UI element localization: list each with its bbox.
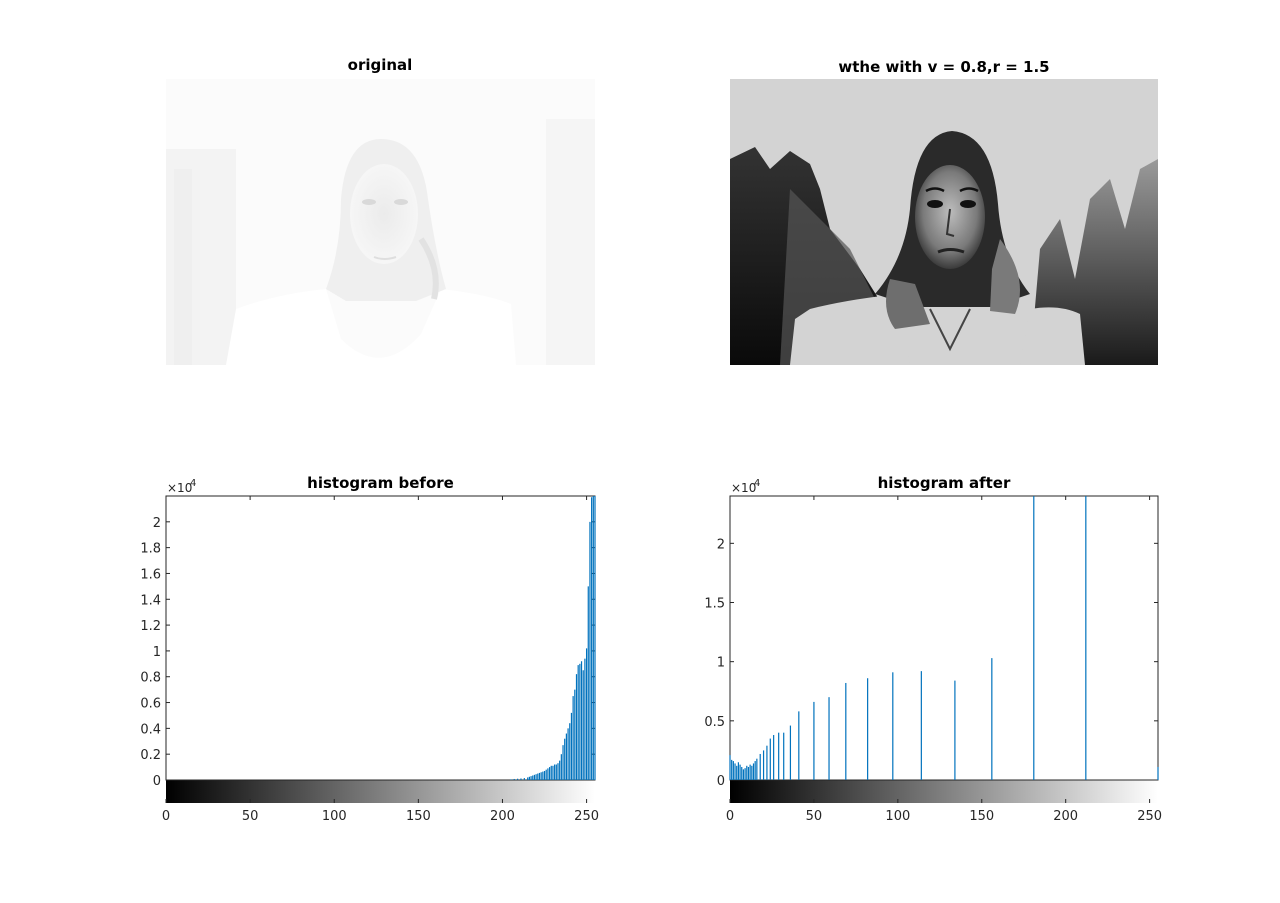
y-tick-label: 0.6	[140, 697, 161, 712]
y-tick-label: 1.8	[140, 542, 161, 557]
y-tick-label: 0.2	[140, 748, 161, 763]
original-image	[166, 79, 595, 365]
y-tick-label: 0.5	[704, 715, 725, 730]
y-tick-label: 1.5	[704, 597, 725, 612]
y-exponent-label: ×10	[731, 481, 756, 495]
x-tick-label: 250	[574, 809, 599, 824]
y-tick-label: 0	[153, 774, 161, 789]
histogram-after-chart: histogram after 0 0.5 1 1.5 2 ×104 0 50 100 150 200…	[704, 474, 1162, 824]
x-tick-label: 100	[322, 809, 347, 824]
y-exponent-label: ×10	[167, 481, 192, 495]
chart-title: histogram before	[307, 474, 454, 492]
y-tick-label: 1.6	[140, 567, 161, 582]
histogram-before-chart: histogram before 0 0.2 0.4 0.6 0.8 1 1.2 1.4 1.6 1…	[140, 474, 599, 824]
x-tick-label: 200	[490, 809, 515, 824]
chart-title: histogram after	[878, 474, 1011, 492]
x-tick-label: 0	[726, 809, 734, 824]
y-tick-label: 1.4	[140, 593, 161, 608]
y-tick-label: 1.2	[140, 619, 161, 634]
y-exponent-power: 4	[190, 478, 196, 489]
axes-box	[729, 495, 1159, 781]
processed-image	[730, 79, 1158, 365]
y-tick-label: 2	[153, 516, 161, 531]
y-exponent-power: 4	[754, 478, 760, 489]
y-tick-label: 0	[717, 774, 725, 789]
x-tick-label: 150	[406, 809, 431, 824]
processed-image-title: wthe with v = 0.8,r = 1.5	[838, 58, 1050, 76]
x-tick-label: 50	[806, 809, 823, 824]
original-image-title: original	[347, 56, 413, 74]
y-tick-label: 2	[717, 537, 725, 552]
y-tick-label: 0.8	[140, 671, 161, 686]
x-tick-label: 150	[969, 809, 994, 824]
x-tick-label: 0	[162, 809, 170, 824]
x-tick-label: 250	[1137, 809, 1162, 824]
grayscale-colorbar	[730, 780, 1158, 803]
y-tick-label: 0.4	[140, 722, 161, 737]
x-tick-label: 100	[885, 809, 910, 824]
y-tick-label: 1	[717, 656, 725, 671]
x-tick-label: 200	[1053, 809, 1078, 824]
axes-box	[165, 495, 596, 781]
grayscale-colorbar	[166, 780, 595, 803]
x-tick-label: 50	[242, 809, 259, 824]
y-tick-label: 1	[153, 645, 161, 660]
